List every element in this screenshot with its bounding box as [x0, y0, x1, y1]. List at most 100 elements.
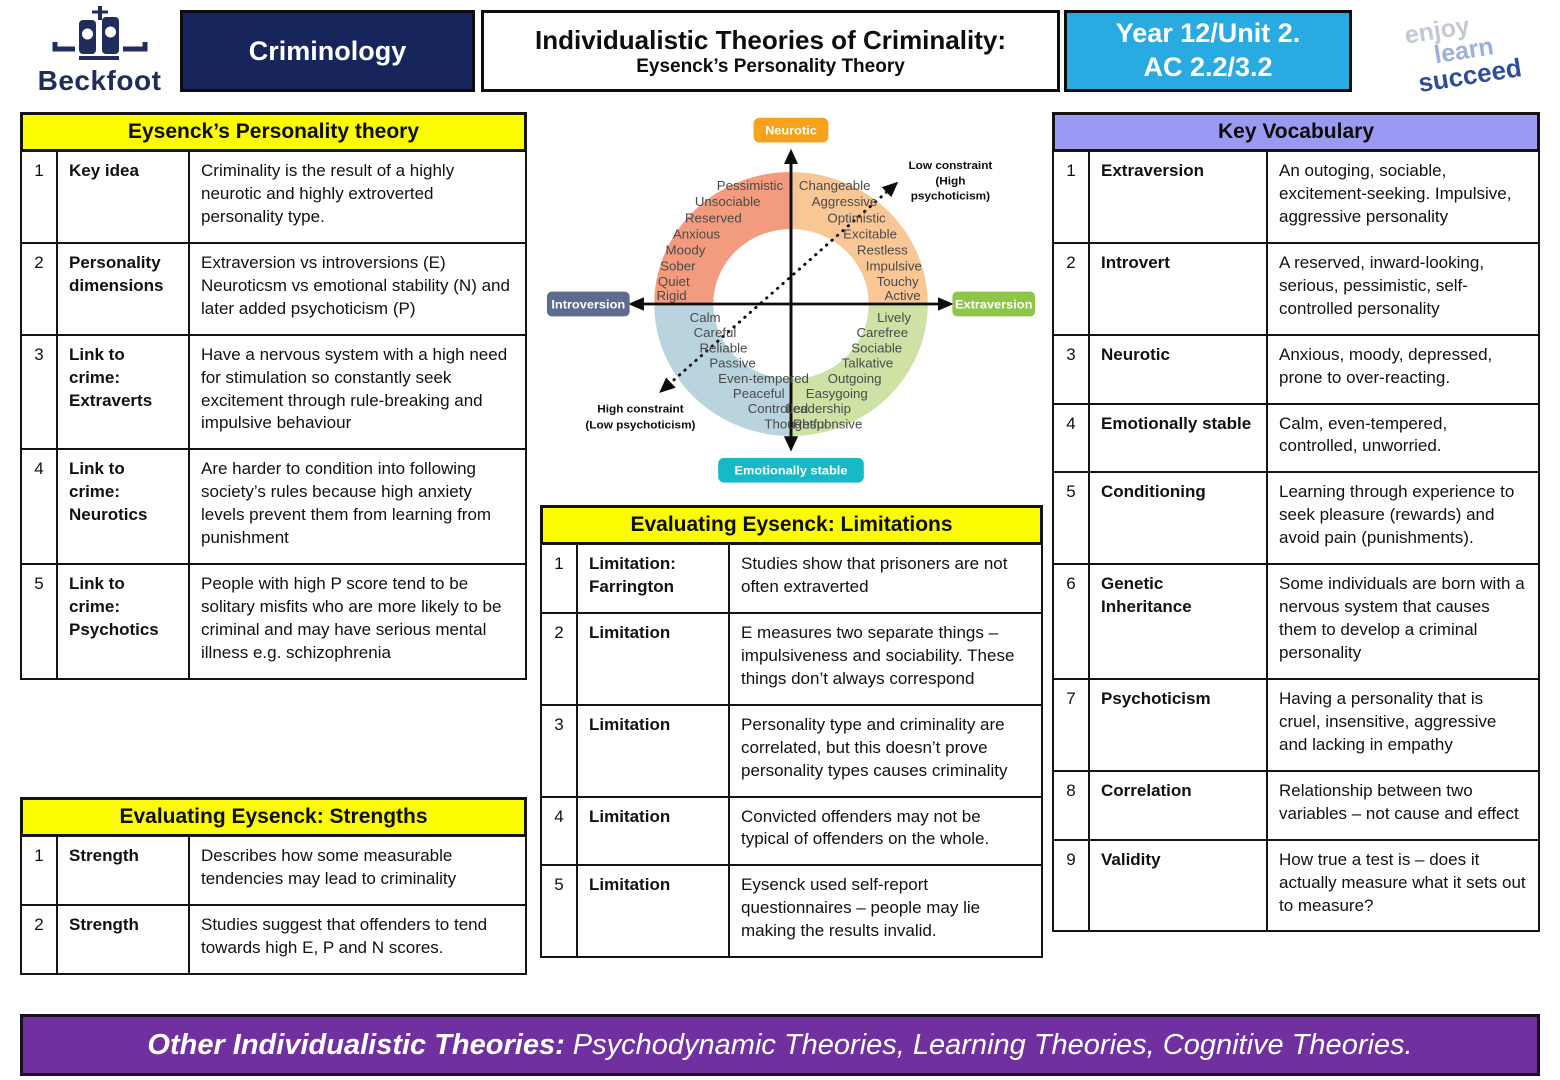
psychoticism-axis [659, 181, 899, 393]
row-term: Psychoticism [1088, 677, 1268, 772]
row-description: Criminality is the result of a highly ne… [188, 150, 527, 244]
row-number: 3 [1052, 333, 1090, 405]
trait-word: Leadership [785, 401, 851, 416]
table-row: 5 Link to crime: Psychotics People with … [20, 563, 527, 680]
row-description: Extraversion vs introversions (E) Neurot… [188, 241, 527, 336]
row-description: How true a test is – does it actually me… [1266, 838, 1540, 933]
table-row: 3 Link to crime: Extraverts Have a nervo… [20, 333, 527, 451]
other-theories-banner: Other Individualistic Theories: Psychody… [20, 1014, 1540, 1076]
trait-word: Calm [690, 310, 721, 325]
row-description: Learning through experience to seek plea… [1266, 471, 1540, 566]
row-description: Are harder to condition into following s… [188, 448, 527, 566]
trait-word: Quiet [658, 274, 690, 289]
table-row: 4 Limitation Convicted offenders may not… [540, 795, 1043, 867]
trait-word: Touchy [877, 274, 920, 289]
row-number: 7 [1052, 677, 1090, 772]
strengths-panel: Evaluating Eysenck: Strengths 1 Strength… [20, 797, 527, 975]
row-number: 2 [20, 903, 58, 975]
title-box: Individualistic Theories of Criminality:… [481, 10, 1060, 92]
trait-word: Lively [877, 310, 911, 325]
high-constraint-label-2: (Low psychoticism) [585, 419, 695, 432]
trait-word: Controlled [748, 401, 809, 416]
row-description: Describes how some measurable tendencies… [188, 835, 527, 906]
theory-panel: Eysenck’s Personality theory 1 Key idea … [20, 112, 527, 680]
trait-word: Active [884, 288, 920, 303]
row-term: Limitation [576, 703, 730, 798]
row-term: Correlation [1088, 769, 1268, 841]
subject-label: Criminology [248, 35, 407, 66]
unit-line1: Year 12/Unit 2. [1115, 18, 1301, 49]
row-number: 3 [540, 703, 578, 798]
row-number: 8 [1052, 769, 1090, 841]
table-row: 5 Limitation Eysenck used self-report qu… [540, 864, 1043, 959]
row-description: Convicted offenders may not be typical o… [728, 795, 1043, 867]
trait-word: Sober [660, 259, 696, 274]
row-number: 5 [1052, 471, 1090, 566]
row-term: Validity [1088, 838, 1268, 933]
row-description: Relationship between two variables – not… [1266, 769, 1540, 841]
page-title: Individualistic Theories of Criminality: [535, 24, 1006, 55]
extraversion-pole-label: Extraversion [955, 297, 1032, 311]
row-term: Strength [56, 903, 190, 975]
strengths-table: 1 Strength Describes how some measurable… [20, 835, 527, 975]
table-row: 4 Link to crime: Neurotics Are harder to… [20, 448, 527, 566]
subject-box: Criminology [180, 10, 475, 92]
table-row: 4 Emotionally stable Calm, even-tempered… [1052, 402, 1540, 474]
table-row: 3 Neurotic Anxious, moody, depressed, pr… [1052, 333, 1540, 405]
limitations-panel: Evaluating Eysenck: Limitations 1 Limita… [540, 505, 1043, 959]
row-number: 1 [20, 835, 58, 906]
table-row: 7 Psychoticism Having a personality that… [1052, 677, 1540, 772]
row-number: 4 [20, 448, 58, 566]
trait-word: Unsociable [695, 194, 761, 209]
table-row: 6 Genetic Inheritance Some individuals a… [1052, 563, 1540, 680]
row-description: A reserved, inward-looking, serious, pes… [1266, 241, 1540, 336]
table-row: 2 Personality dimensions Extraversion vs… [20, 241, 527, 336]
trait-word: Reliable [699, 341, 747, 356]
trait-word: Responsive [793, 417, 862, 432]
row-description: Studies suggest that offenders to tend t… [188, 903, 527, 975]
table-row: 3 Limitation Personality type and crimin… [540, 703, 1043, 798]
row-description: E measures two separate things – impulsi… [728, 611, 1043, 706]
other-theories-lead: Other Individualistic Theories: [147, 1028, 565, 1061]
row-description: Anxious, moody, depressed, prone to over… [1266, 333, 1540, 405]
low-constraint-label-2: (High [935, 174, 965, 187]
vocabulary-table: 1 Extraversion An outoging, sociable, ex… [1052, 150, 1540, 933]
row-term: Link to crime: Psychotics [56, 563, 190, 680]
other-theories-list: Psychodynamic Theories, Learning Theorie… [564, 1028, 1413, 1061]
table-row: 9 Validity How true a test is – does it … [1052, 838, 1540, 933]
trait-word: Reserved [685, 211, 742, 226]
row-number: 5 [540, 864, 578, 959]
row-number: 2 [20, 241, 58, 336]
trait-word: Carefree [856, 325, 908, 340]
trait-word: Moody [666, 243, 706, 258]
row-description: People with high P score tend to be soli… [188, 563, 527, 680]
trait-word: Restless [857, 243, 908, 258]
row-term: Emotionally stable [1088, 402, 1268, 474]
row-number: 1 [1052, 150, 1090, 244]
trait-word: Pessimistic [717, 178, 784, 193]
table-row: 2 Introvert A reserved, inward-looking, … [1052, 241, 1540, 336]
beckfoot-wordmark: Beckfoot [37, 65, 162, 96]
trait-word: Impulsive [866, 259, 922, 274]
row-number: 2 [1052, 241, 1090, 336]
row-number: 6 [1052, 563, 1090, 680]
row-number: 1 [540, 543, 578, 614]
trait-word: Passive [709, 356, 755, 371]
table-row: 2 Strength Studies suggest that offender… [20, 903, 527, 975]
table-row: 5 Conditioning Learning through experien… [1052, 471, 1540, 566]
row-term: Genetic Inheritance [1088, 563, 1268, 680]
table-row: 1 Limitation: Farrington Studies show th… [540, 543, 1043, 614]
trait-word: Easygoing [806, 386, 868, 401]
table-row: 1 Key idea Criminality is the result of … [20, 150, 527, 244]
row-term: Neurotic [1088, 333, 1268, 405]
trait-word: Aggressive [812, 194, 878, 209]
trait-word: Talkative [842, 356, 894, 371]
unit-box: Year 12/Unit 2. AC 2.2/3.2 [1064, 10, 1352, 92]
row-term: Personality dimensions [56, 241, 190, 336]
row-term: Introvert [1088, 241, 1268, 336]
row-term: Extraversion [1088, 150, 1268, 244]
stable-pole-label: Emotionally stable [735, 464, 848, 478]
high-constraint-label-1: High constraint [597, 402, 684, 415]
beckfoot-logo-icon [52, 6, 147, 60]
row-description: Having a personality that is cruel, inse… [1266, 677, 1540, 772]
